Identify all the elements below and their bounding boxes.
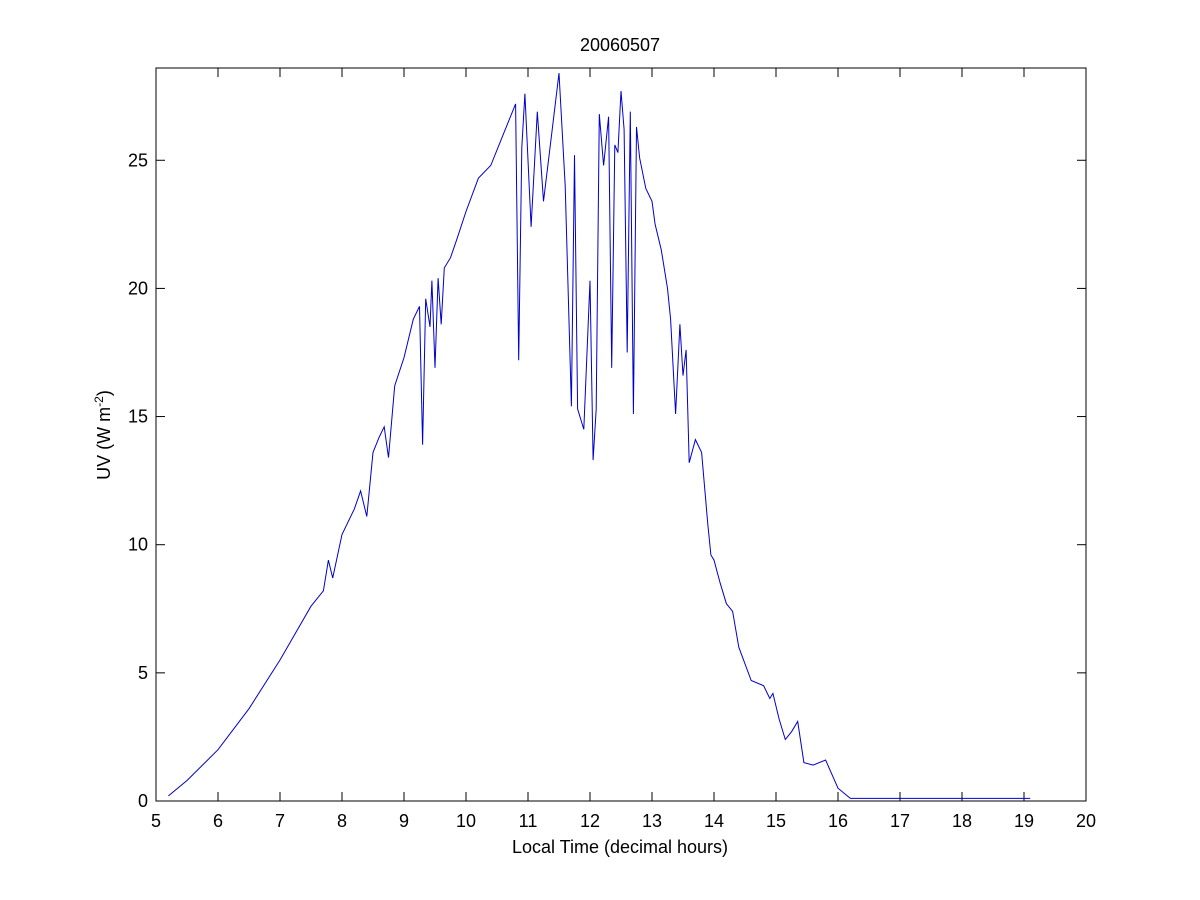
y-tick-label: 10 [128, 535, 148, 555]
x-tick-label: 9 [399, 811, 409, 831]
y-axis-label: UV (W m-2) [92, 390, 114, 480]
x-tick-label: 15 [766, 811, 786, 831]
y-tick-label: 20 [128, 278, 148, 298]
plot-frame [155, 67, 1087, 802]
chart-title: 20060507 [580, 35, 660, 55]
y-tick-label: 5 [138, 663, 148, 683]
y-axis-label-superscript: -2 [92, 396, 106, 407]
y-axis-label-main: UV (W m [94, 407, 114, 480]
x-tick-label: 14 [704, 811, 724, 831]
y-tick-label: 15 [128, 407, 148, 427]
axis-ticks [155, 68, 1087, 802]
x-tick-label: 6 [213, 811, 223, 831]
x-tick-label: 19 [1014, 811, 1034, 831]
x-tick-label: 13 [642, 811, 662, 831]
y-tick-label: 0 [138, 791, 148, 811]
x-tick-label: 17 [890, 811, 910, 831]
x-tick-label: 7 [275, 811, 285, 831]
x-tick-label: 20 [1076, 811, 1096, 831]
x-axis-label: Local Time (decimal hours) [512, 837, 728, 857]
x-tick-label: 16 [828, 811, 848, 831]
x-tick-label: 10 [456, 811, 476, 831]
x-tick-label: 5 [151, 811, 161, 831]
x-tick-label: 12 [580, 811, 600, 831]
uv-series-line [168, 73, 1031, 799]
x-tick-label: 11 [519, 811, 538, 831]
x-tick-label: 18 [952, 811, 972, 831]
x-tick-label: 8 [337, 811, 347, 831]
plot-area [155, 67, 1087, 802]
y-axis-label-tail: ) [94, 390, 114, 396]
y-tick-label: 25 [128, 150, 148, 170]
